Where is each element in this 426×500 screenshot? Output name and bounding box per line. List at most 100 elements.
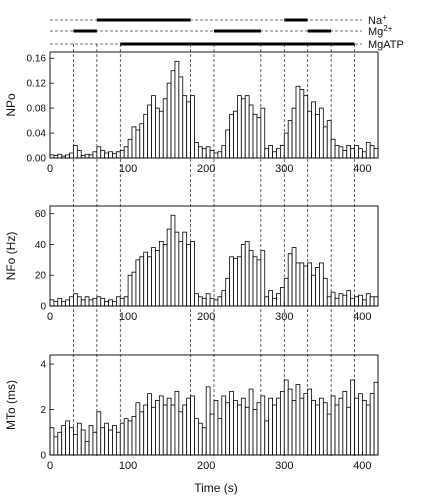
- histogram-bar: [272, 151, 277, 159]
- y-tick-label: 0.12: [27, 79, 47, 90]
- histogram-bar: [194, 293, 199, 307]
- histogram-bar: [143, 113, 149, 159]
- histogram-bar: [217, 151, 223, 159]
- histogram-bar: [225, 277, 231, 307]
- histogram-bar: [276, 293, 281, 307]
- histogram-bar: [350, 379, 355, 456]
- histogram-bar: [221, 145, 227, 159]
- histogram-bar: [88, 425, 94, 456]
- protocol-schematic: Na+Mg2+MgATP: [50, 13, 404, 51]
- histogram-bar: [268, 290, 273, 307]
- x-tick-label: 100: [119, 163, 137, 175]
- histogram-bar: [291, 400, 297, 456]
- histogram-bar: [155, 250, 160, 307]
- histogram-bar: [123, 296, 129, 307]
- x-tick-label: 200: [197, 311, 215, 323]
- histogram-bar: [237, 95, 242, 159]
- histogram-bar: [334, 297, 340, 307]
- histogram-bar: [252, 113, 258, 159]
- histogram-bar: [295, 262, 301, 307]
- histogram-bar: [373, 148, 379, 159]
- histogram-bar: [307, 388, 313, 456]
- y-axis-label: NPo: [4, 93, 18, 117]
- histogram-bar: [92, 297, 98, 307]
- histogram-bar: [229, 113, 234, 159]
- histogram-bar: [225, 402, 231, 456]
- histogram-bar: [170, 70, 176, 159]
- histogram-bar: [229, 256, 234, 307]
- histogram-bar: [334, 145, 340, 159]
- histogram-bar: [197, 422, 203, 456]
- histogram-bar: [84, 440, 90, 456]
- histogram-bar: [170, 214, 176, 307]
- histogram-bar: [361, 299, 367, 307]
- histogram-bar: [209, 297, 215, 307]
- histogram-bar: [295, 384, 301, 456]
- histogram-bar: [307, 262, 313, 307]
- histogram-bar: [326, 120, 332, 159]
- histogram-bar: [88, 154, 94, 159]
- histogram-bar: [76, 422, 82, 456]
- histogram-bar: [96, 296, 102, 307]
- histogram-bar: [119, 150, 125, 159]
- histogram-bar: [162, 244, 168, 307]
- histogram-bar: [209, 413, 215, 456]
- histogram-bar: [326, 296, 332, 307]
- histogram-bar: [182, 231, 188, 307]
- histogram-bar: [252, 409, 258, 456]
- histogram-bar: [264, 420, 270, 456]
- histogram-bar: [260, 250, 266, 307]
- histogram-bar: [373, 296, 379, 307]
- histogram-bar: [326, 413, 332, 456]
- x-tick-label: 200: [197, 163, 215, 175]
- histogram-bar: [131, 415, 137, 456]
- x-tick-label: 100: [119, 311, 137, 323]
- histogram-bar: [80, 299, 86, 307]
- histogram-bar: [205, 146, 211, 159]
- histogram-bar: [119, 297, 125, 307]
- histogram-bar: [139, 411, 145, 456]
- histogram-bar: [53, 300, 59, 307]
- histogram-bar: [178, 76, 184, 159]
- histogram-bar: [112, 425, 117, 456]
- histogram-bar: [354, 296, 359, 307]
- histogram-bar: [135, 129, 141, 159]
- histogram-bar: [115, 431, 121, 456]
- histogram-bar: [342, 150, 348, 159]
- histogram-bar: [279, 145, 285, 159]
- histogram-bar: [69, 296, 74, 307]
- histogram-bar: [88, 299, 94, 307]
- histogram-bar: [53, 436, 59, 456]
- histogram-bar: [287, 388, 293, 456]
- histogram-bar: [350, 297, 355, 307]
- histogram-bar: [186, 397, 191, 456]
- histogram-bar: [315, 267, 320, 307]
- histogram-bar: [49, 299, 55, 307]
- histogram-bar: [272, 404, 277, 456]
- histogram-bar: [190, 395, 195, 456]
- histogram-bar: [104, 300, 109, 307]
- y-tick-label: 60: [35, 209, 47, 220]
- histogram-bar: [319, 262, 324, 307]
- histogram-bar: [178, 240, 184, 307]
- histogram-bar: [139, 256, 145, 307]
- histogram-bar: [322, 402, 328, 456]
- histogram-bar: [158, 240, 164, 307]
- histogram-bar: [322, 126, 328, 159]
- x-tick-label: 0: [47, 460, 53, 472]
- histogram-bar: [84, 296, 90, 307]
- histogram-bar: [49, 427, 55, 456]
- histogram-bar: [272, 297, 277, 307]
- histogram-bar: [240, 244, 246, 307]
- histogram-bar: [182, 95, 188, 159]
- histogram-bar: [57, 297, 63, 307]
- histogram-bar: [307, 110, 313, 159]
- y-axis-label: NFo (Hz): [4, 232, 18, 281]
- histogram-bar: [334, 404, 340, 456]
- histogram-bar: [143, 404, 149, 456]
- histogram-bar: [221, 290, 227, 307]
- histogram-bar: [127, 420, 133, 456]
- histogram-bar: [358, 148, 363, 159]
- protocol-label: MgATP: [368, 39, 404, 51]
